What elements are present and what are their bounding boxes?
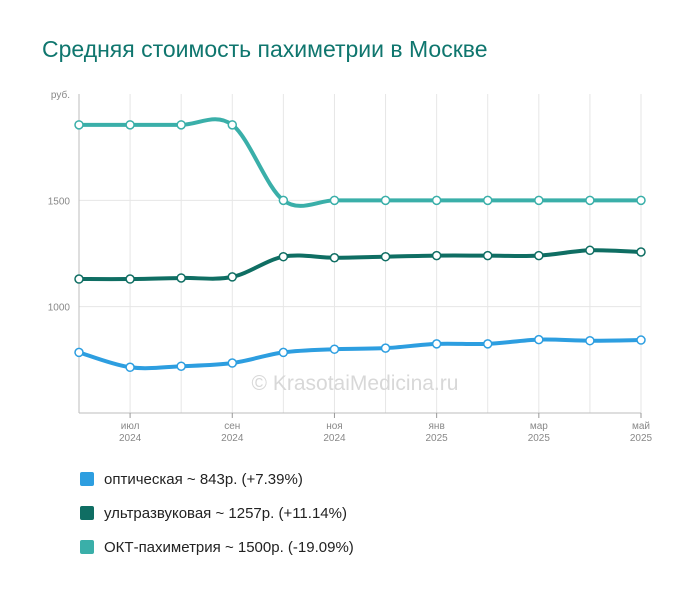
data-point [534, 334, 544, 345]
data-point [125, 274, 135, 284]
data-point [585, 335, 595, 346]
legend: оптическая ~ 843р. (+7.39%) ультразвуков… [80, 462, 354, 564]
data-point [534, 250, 544, 261]
data-point [636, 247, 646, 257]
data-point [74, 274, 84, 284]
data-point [636, 335, 646, 345]
x-tick-label-month: сен [224, 421, 240, 432]
x-tick-label-month: июл [121, 421, 140, 432]
data-point [278, 251, 289, 262]
data-point [329, 195, 340, 206]
x-tick-label-year: 2025 [528, 433, 551, 444]
legend-swatch-oct [80, 540, 94, 554]
x-tick-label-year: 2024 [221, 433, 244, 444]
y-tick-label: 1000 [48, 303, 71, 314]
x-tick-label-year: 2025 [630, 433, 653, 444]
data-point [431, 250, 442, 261]
chart-title: Средняя стоимость пахиметрии в Москве [42, 36, 488, 62]
data-point [176, 120, 186, 130]
x-tick-label-month: янв [429, 421, 445, 432]
series-points [74, 120, 646, 373]
data-point [125, 362, 135, 373]
data-point [278, 347, 289, 358]
x-tick-label-year: 2024 [323, 433, 346, 444]
data-point [482, 339, 493, 349]
line-chart: © KrasotaiMedicina.ru 10001500руб.июл202… [48, 89, 653, 444]
y-tick-label: 1500 [48, 196, 71, 207]
y-axis-unit-label: руб. [51, 89, 70, 101]
data-point [585, 195, 595, 206]
x-tick-label-month: ноя [326, 421, 343, 432]
axis-ticks: 10001500руб.июл2024сен2024ноя2024янв2025… [48, 89, 653, 444]
data-point [431, 339, 442, 349]
series-line-1 [77, 248, 643, 282]
data-point [227, 272, 238, 282]
legend-label-optical: оптическая ~ 843р. (+7.39%) [104, 470, 303, 488]
data-point [74, 120, 84, 130]
data-point [329, 253, 340, 263]
x-tick-label-month: май [632, 421, 650, 432]
legend-item-oct[interactable]: ОКТ-пахиметрия ~ 1500р. (-19.09%) [80, 530, 354, 564]
data-point [125, 120, 135, 130]
legend-label-ultrasound: ультразвуковая ~ 1257р. (+11.14%) [104, 504, 347, 522]
legend-label-oct: ОКТ-пахиметрия ~ 1500р. (-19.09%) [104, 538, 354, 556]
x-tick-label-year: 2024 [119, 433, 142, 444]
legend-item-optical[interactable]: оптическая ~ 843р. (+7.39%) [80, 462, 354, 496]
data-point [329, 344, 340, 354]
data-point [278, 195, 289, 206]
data-point [380, 251, 391, 262]
series-lines [77, 117, 643, 371]
x-tick-label-month: мар [530, 421, 548, 432]
data-point [176, 361, 186, 371]
x-tick-label-year: 2025 [426, 433, 449, 444]
legend-item-ultrasound[interactable]: ультразвуковая ~ 1257р. (+11.14%) [80, 496, 354, 530]
data-point [176, 273, 186, 283]
data-point [636, 195, 646, 206]
legend-swatch-optical [80, 472, 94, 486]
data-point [227, 358, 238, 368]
data-point [431, 195, 442, 206]
watermark: © KrasotaiMedicina.ru [252, 372, 459, 395]
legend-swatch-ultrasound [80, 506, 94, 520]
data-point [227, 120, 238, 130]
data-point [585, 245, 595, 256]
axes [78, 94, 641, 414]
data-point [534, 195, 544, 206]
data-point [482, 195, 493, 206]
data-point [380, 195, 391, 206]
series-line-0 [77, 117, 643, 208]
data-point [380, 343, 391, 353]
data-point [482, 250, 493, 261]
series-line-2 [77, 337, 643, 371]
data-point [74, 347, 84, 358]
